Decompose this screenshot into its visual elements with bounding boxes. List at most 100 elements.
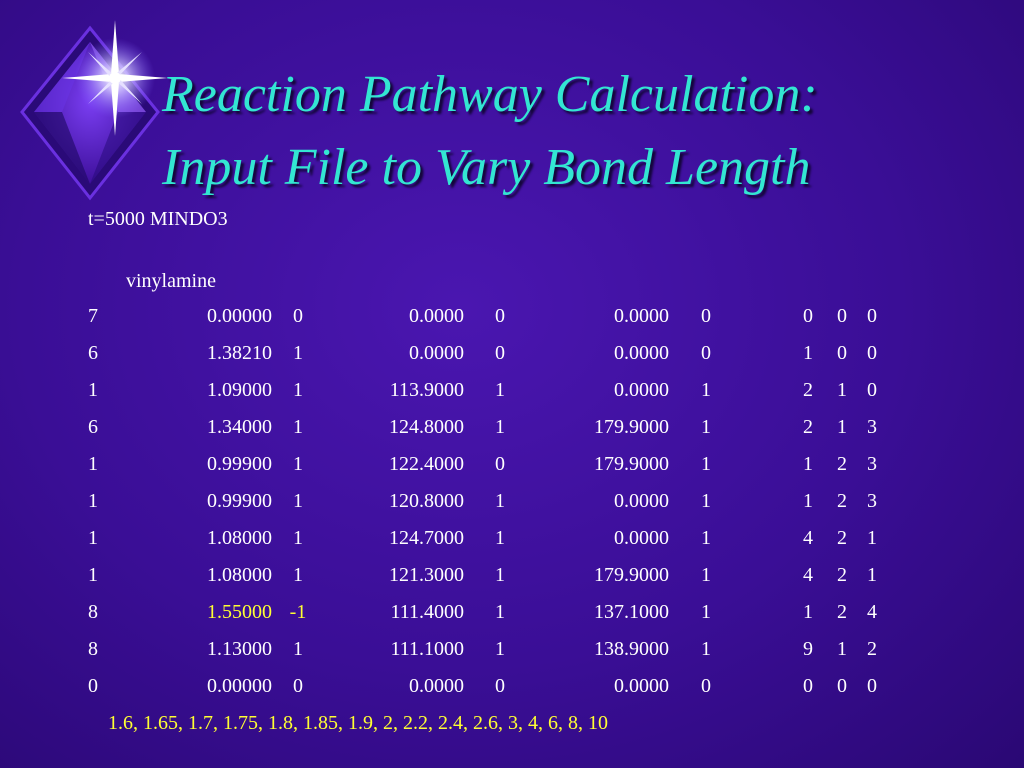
atomic-number: 1 [88, 527, 98, 549]
connectivity-1: 2 [803, 416, 813, 438]
bond-flag: 1 [293, 342, 303, 364]
dihedral-angle: 0.0000 [614, 379, 669, 401]
bond-angle: 111.4000 [390, 601, 464, 623]
connectivity-1: 0 [803, 305, 813, 327]
bond-flag: 1 [293, 564, 303, 586]
dihedral-angle: 0.0000 [614, 490, 669, 512]
bond-flag: 1 [293, 453, 303, 475]
connectivity-1: 4 [803, 564, 813, 586]
dihedral-angle: 0.0000 [614, 305, 669, 327]
dihedral-flag: 0 [701, 675, 711, 697]
zmatrix-row: 1 1.08000 1 124.7000 1 0.0000 1 4 2 1 [0, 526, 1024, 563]
zmatrix-row: 6 1.38210 1 0.0000 0 0.0000 0 1 0 0 [0, 341, 1024, 378]
bond-angle: 0.0000 [409, 675, 464, 697]
angle-flag: 1 [495, 416, 505, 438]
atomic-number: 7 [88, 305, 98, 327]
connectivity-3: 1 [867, 527, 877, 549]
bond-angle: 124.7000 [389, 527, 464, 549]
bond-angle: 0.0000 [409, 305, 464, 327]
bond-length: 0.00000 [207, 675, 272, 697]
connectivity-2: 2 [837, 453, 847, 475]
zmatrix-row: 7 0.00000 0 0.0000 0 0.0000 0 0 0 0 [0, 304, 1024, 341]
connectivity-1: 1 [803, 490, 813, 512]
connectivity-3: 0 [867, 342, 877, 364]
atomic-number: 6 [88, 342, 98, 364]
angle-flag: 1 [495, 490, 505, 512]
zmatrix-row: 1 0.99900 1 122.4000 0 179.9000 1 1 2 3 [0, 452, 1024, 489]
zmatrix-row: 1 1.08000 1 121.3000 1 179.9000 1 4 2 1 [0, 563, 1024, 600]
dihedral-angle: 0.0000 [614, 675, 669, 697]
bond-flag: 1 [293, 527, 303, 549]
bond-angle: 121.3000 [389, 564, 464, 586]
dihedral-flag: 1 [701, 453, 711, 475]
bond-flag: 1 [293, 416, 303, 438]
dihedral-flag: 1 [701, 564, 711, 586]
connectivity-3: 1 [867, 564, 877, 586]
dihedral-angle: 179.9000 [594, 453, 669, 475]
angle-flag: 1 [495, 379, 505, 401]
angle-flag: 0 [495, 305, 505, 327]
title-line-1: Reaction Pathway Calculation: [162, 66, 818, 123]
dihedral-flag: 1 [701, 490, 711, 512]
connectivity-2: 2 [837, 527, 847, 549]
connectivity-2: 1 [837, 379, 847, 401]
dihedral-flag: 1 [701, 527, 711, 549]
angle-flag: 1 [495, 527, 505, 549]
connectivity-3: 4 [867, 601, 877, 623]
angle-flag: 0 [495, 342, 505, 364]
connectivity-2: 0 [837, 305, 847, 327]
bond-flag: 1 [293, 638, 303, 660]
bond-length: 1.34000 [207, 416, 272, 438]
dihedral-flag: 1 [701, 379, 711, 401]
connectivity-1: 9 [803, 638, 813, 660]
connectivity-3: 3 [867, 490, 877, 512]
dihedral-flag: 1 [701, 416, 711, 438]
keyword-line: t=5000 MINDO3 [88, 208, 228, 230]
zmatrix-table: 7 0.00000 0 0.0000 0 0.0000 0 0 0 0 6 1.… [0, 304, 1024, 711]
connectivity-2: 1 [837, 416, 847, 438]
zmatrix-row: 1 0.99900 1 120.8000 1 0.0000 1 1 2 3 [0, 489, 1024, 526]
atomic-number: 8 [88, 601, 98, 623]
dihedral-angle: 179.9000 [594, 416, 669, 438]
varied-bond-length: 1.55000 [207, 601, 272, 623]
dihedral-flag: 0 [701, 305, 711, 327]
angle-flag: 0 [495, 453, 505, 475]
connectivity-3: 3 [867, 416, 877, 438]
bond-angle: 111.1000 [390, 638, 464, 660]
slide-title: Reaction Pathway Calculation: Input File… [162, 58, 818, 204]
bond-length: 1.08000 [207, 564, 272, 586]
dihedral-flag: 1 [701, 601, 711, 623]
dihedral-angle: 179.9000 [594, 564, 669, 586]
atomic-number: 0 [88, 675, 98, 697]
bond-flag: 0 [293, 675, 303, 697]
connectivity-1: 1 [803, 453, 813, 475]
connectivity-2: 1 [837, 638, 847, 660]
bond-length-values: 1.6, 1.65, 1.7, 1.75, 1.8, 1.85, 1.9, 2,… [108, 712, 608, 734]
zmatrix-row-varied: 8 1.55000 -1 111.4000 1 137.1000 1 1 2 4 [0, 600, 1024, 637]
dihedral-angle: 137.1000 [594, 601, 669, 623]
dihedral-flag: 1 [701, 638, 711, 660]
bond-angle: 122.4000 [389, 453, 464, 475]
bond-flag: 1 [293, 379, 303, 401]
connectivity-2: 0 [837, 342, 847, 364]
angle-flag: 1 [495, 564, 505, 586]
atomic-number: 1 [88, 490, 98, 512]
bond-length: 1.38210 [207, 342, 272, 364]
varied-bond-flag: -1 [289, 601, 307, 623]
connectivity-3: 0 [867, 675, 877, 697]
connectivity-3: 2 [867, 638, 877, 660]
bond-angle: 124.8000 [389, 416, 464, 438]
connectivity-2: 2 [837, 601, 847, 623]
zmatrix-row: 8 1.13000 1 111.1000 1 138.9000 1 9 1 2 [0, 637, 1024, 674]
bond-angle: 113.9000 [389, 379, 464, 401]
connectivity-1: 0 [803, 675, 813, 697]
dihedral-angle: 138.9000 [594, 638, 669, 660]
bond-flag: 1 [293, 490, 303, 512]
bond-angle: 0.0000 [409, 342, 464, 364]
bond-length: 1.13000 [207, 638, 272, 660]
atomic-number: 6 [88, 416, 98, 438]
zmatrix-row: 0 0.00000 0 0.0000 0 0.0000 0 0 0 0 [0, 674, 1024, 711]
bond-flag: 0 [293, 305, 303, 327]
atomic-number: 1 [88, 564, 98, 586]
angle-flag: 1 [495, 638, 505, 660]
